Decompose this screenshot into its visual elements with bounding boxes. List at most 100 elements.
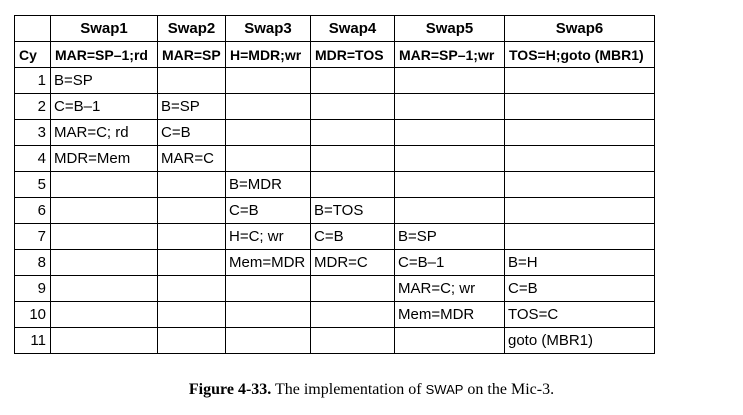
table-cell: H=C; wr <box>225 223 311 250</box>
cycle-number-cell: 1 <box>14 67 51 94</box>
column-header-row: Swap1 Swap2 Swap3 Swap4 Swap5 Swap6 <box>14 15 655 42</box>
table-cell <box>225 301 311 328</box>
table-cell: MAR=C; wr <box>394 275 505 302</box>
corner-cell <box>14 15 51 42</box>
table-cell: TOS=C <box>504 301 655 328</box>
cycle-number-cell: 7 <box>14 223 51 250</box>
table-cell <box>50 197 158 224</box>
table-cell <box>225 67 311 94</box>
table-row: 8 Mem=MDR MDR=C C=B–1 B=H <box>14 249 655 276</box>
table-cell: MDR=C <box>310 249 395 276</box>
table-cell: MAR=C; rd <box>50 119 158 146</box>
table-cell <box>394 67 505 94</box>
column-header-swap4: Swap4 <box>310 15 395 42</box>
table-cell <box>504 197 655 224</box>
cycle-number-cell: 4 <box>14 145 51 172</box>
caption-text-after: on the Mic-3. <box>463 381 555 398</box>
table-cell <box>157 327 226 354</box>
table-cell <box>50 171 158 198</box>
table-cell <box>310 93 395 120</box>
table-cell: C=B <box>157 119 226 146</box>
table-cell <box>157 249 226 276</box>
table-row: 7 H=C; wr C=B B=SP <box>14 223 655 250</box>
table-cell: C=B–1 <box>394 249 505 276</box>
microinstruction-header-row: Cy MAR=SP–1;rd MAR=SP H=MDR;wr MDR=TOS M… <box>14 41 655 68</box>
table-cell <box>394 171 505 198</box>
microinstruction-swap2: MAR=SP <box>157 41 226 68</box>
table-cell: C=B–1 <box>50 93 158 120</box>
table-cell: Mem=MDR <box>225 249 311 276</box>
table-cell <box>157 275 226 302</box>
table-cell: goto (MBR1) <box>504 327 655 354</box>
microinstruction-swap3: H=MDR;wr <box>225 41 311 68</box>
table-cell <box>225 93 311 120</box>
table-cell <box>50 327 158 354</box>
table-cell <box>310 301 395 328</box>
table-cell <box>225 275 311 302</box>
column-header-swap5: Swap5 <box>394 15 505 42</box>
table-row: 11 goto (MBR1) <box>14 327 655 354</box>
table-cell <box>50 301 158 328</box>
table-cell <box>157 197 226 224</box>
cycle-number-cell: 10 <box>14 301 51 328</box>
cycle-number-cell: 8 <box>14 249 51 276</box>
table-cell: B=SP <box>394 223 505 250</box>
table-cell <box>504 119 655 146</box>
cycle-number-cell: 11 <box>14 327 51 354</box>
table-cell <box>310 327 395 354</box>
table-cell <box>394 197 505 224</box>
table-cell: Mem=MDR <box>394 301 505 328</box>
table-cell: B=SP <box>157 93 226 120</box>
column-header-swap1: Swap1 <box>50 15 158 42</box>
table-row: 2 C=B–1 B=SP <box>14 93 655 120</box>
table-cell <box>157 171 226 198</box>
table-row: 5 B=MDR <box>14 171 655 198</box>
table-row: 6 C=B B=TOS <box>14 197 655 224</box>
table-cell <box>225 327 311 354</box>
cycle-number-cell: 5 <box>14 171 51 198</box>
column-header-swap3: Swap3 <box>225 15 311 42</box>
figure-label: Figure 4-33. <box>188 381 272 398</box>
table-row: 10 Mem=MDR TOS=C <box>14 301 655 328</box>
table-cell: MDR=Mem <box>50 145 158 172</box>
table-cell <box>394 327 505 354</box>
table-cell <box>50 223 158 250</box>
column-header-swap2: Swap2 <box>157 15 226 42</box>
table-cell <box>504 93 655 120</box>
table-cell <box>157 67 226 94</box>
table-cell <box>310 67 395 94</box>
caption-code: SWAP <box>425 382 464 397</box>
microinstruction-swap1: MAR=SP–1;rd <box>50 41 158 68</box>
cycle-header: Cy <box>14 41 51 68</box>
table-cell <box>504 67 655 94</box>
table-row: 4 MDR=Mem MAR=C <box>14 145 655 172</box>
table-cell: B=TOS <box>310 197 395 224</box>
table-cell <box>225 119 311 146</box>
table-cell <box>504 145 655 172</box>
cycle-number-cell: 3 <box>14 119 51 146</box>
table-cell: B=SP <box>50 67 158 94</box>
swap-implementation-figure: Swap1 Swap2 Swap3 Swap4 Swap5 Swap6 Cy M… <box>14 15 655 354</box>
table-cell <box>50 275 158 302</box>
table-cell: MAR=C <box>157 145 226 172</box>
table-cell <box>504 171 655 198</box>
column-header-swap6: Swap6 <box>504 15 655 42</box>
table-cell <box>310 171 395 198</box>
cycle-number-cell: 6 <box>14 197 51 224</box>
table-row: 3 MAR=C; rd C=B <box>14 119 655 146</box>
table-cell: B=MDR <box>225 171 311 198</box>
table-cell <box>394 119 505 146</box>
table-cell: C=B <box>310 223 395 250</box>
swap-cycle-table: Swap1 Swap2 Swap3 Swap4 Swap5 Swap6 Cy M… <box>14 15 655 354</box>
microinstruction-swap6: TOS=H;goto (MBR1) <box>504 41 655 68</box>
microinstruction-swap4: MDR=TOS <box>310 41 395 68</box>
table-cell <box>394 145 505 172</box>
table-cell: C=B <box>225 197 311 224</box>
figure-caption: Figure 4-33. The implementation of SWAP … <box>0 381 743 399</box>
table-cell <box>310 275 395 302</box>
table-cell <box>157 301 226 328</box>
table-cell: C=B <box>504 275 655 302</box>
caption-text-before: The implementation of <box>274 381 426 398</box>
table-cell <box>157 223 226 250</box>
table-cell <box>50 249 158 276</box>
